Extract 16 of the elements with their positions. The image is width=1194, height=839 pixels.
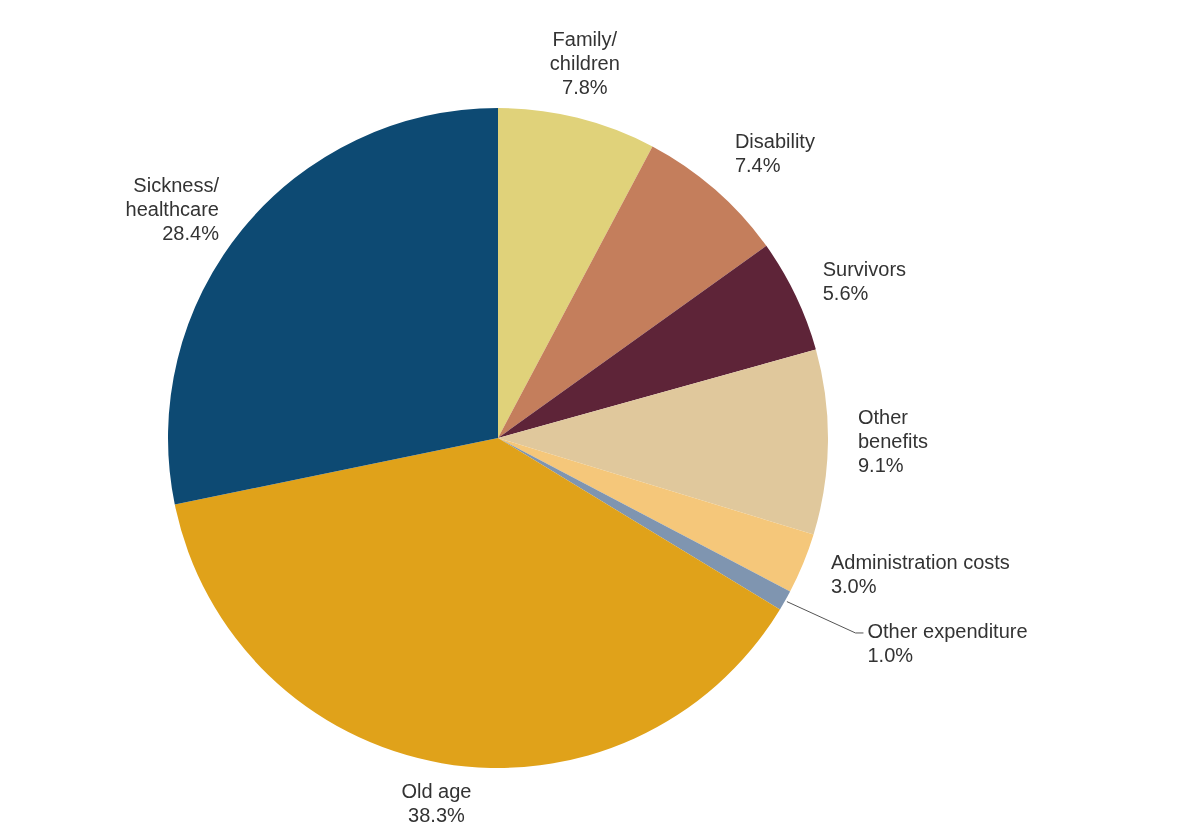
data-label: 3.0%: [830, 574, 877, 597]
data-label: 5.6%: [822, 282, 869, 305]
data-label: 9.1%: [857, 454, 904, 477]
data-label: 1.0%: [867, 644, 914, 667]
slice-label: Other expenditure: [867, 620, 1028, 643]
data-label: 28.4%: [162, 222, 220, 245]
slice-label: Disability: [734, 130, 815, 153]
data-label: 7.8%: [562, 76, 608, 99]
data-label: 7.4%: [734, 154, 781, 177]
slice-label: Administration costs: [830, 550, 1010, 573]
slice-label: Other benefits: [857, 406, 929, 453]
slice-label: Old age: [401, 780, 472, 803]
slice-label: Survivors: [822, 258, 907, 281]
slice-label: Family/children: [549, 28, 620, 75]
slice-label: Sickness/healthcare: [125, 174, 220, 221]
data-label: 38.3%: [408, 804, 466, 827]
